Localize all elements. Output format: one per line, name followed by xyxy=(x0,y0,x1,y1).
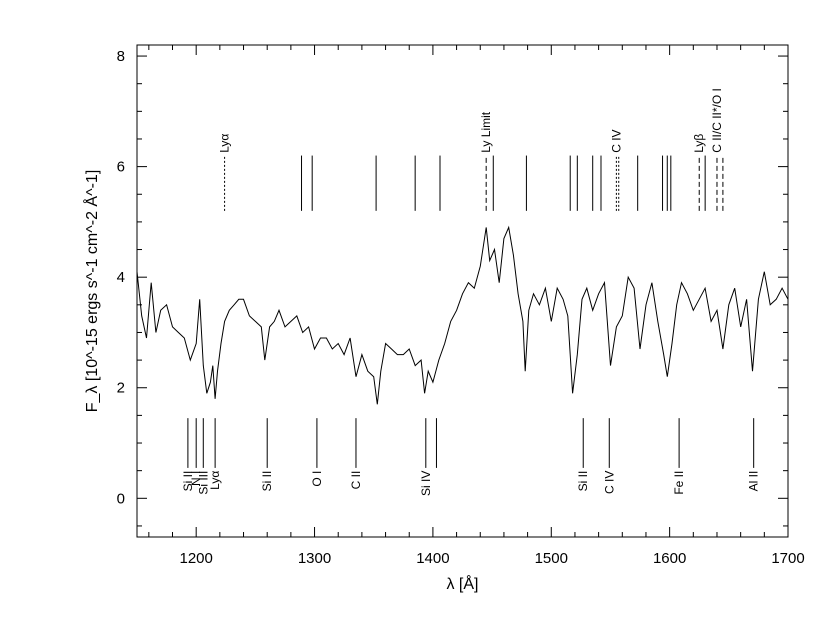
bottom-marker-label: N I xyxy=(189,471,203,486)
spectrum-line xyxy=(136,225,789,405)
top-marker-label: C II/C II*/O I xyxy=(710,88,724,153)
bottom-marker-label: Si II xyxy=(260,471,274,492)
bottom-marker-label: C II xyxy=(349,471,363,490)
x-tick-label: 1400 xyxy=(416,550,449,567)
y-tick-label: 8 xyxy=(117,48,125,65)
x-axis-label: λ [Å] xyxy=(446,574,478,593)
bottom-marker-label: Si III xyxy=(196,471,210,495)
bottom-marker-label: Fe II xyxy=(672,471,686,495)
x-tick-label: 1600 xyxy=(653,550,686,567)
plot-frame xyxy=(136,44,789,538)
bottom-marker-label: Si II xyxy=(576,471,590,492)
x-tick-label: 1500 xyxy=(535,550,568,567)
top-marker-label: Lyα xyxy=(218,134,232,153)
top-marker-label: C IV xyxy=(609,129,623,152)
top-marker-label: Lyβ xyxy=(692,134,706,153)
line-annotations: Lyα Ly Limit C IV Lyβ C II/C II*/O ISi II Si … xyxy=(181,88,761,496)
top-marker-label: Ly Limit xyxy=(479,111,493,153)
bottom-marker-label: Si II xyxy=(181,471,195,492)
axis-ticks: 1200 1300 1400 1500 1600 1700 0 2 4 6 8 xyxy=(117,45,805,567)
x-tick-label: 1300 xyxy=(298,550,331,567)
y-tick-label: 2 xyxy=(117,380,125,397)
y-axis-label: F_λ [10^-15 ergs s^-1 cm^-2 Å^-1] xyxy=(82,170,101,413)
x-tick-label: 1200 xyxy=(179,550,212,567)
y-tick-label: 4 xyxy=(117,269,125,286)
bottom-marker-label: Lyα xyxy=(208,471,222,490)
y-tick-label: 6 xyxy=(117,159,125,176)
y-axis-label-group: F_λ [10^-15 ergs s^-1 cm^-2 Å^-1] xyxy=(82,170,101,413)
bottom-marker-label: Si IV xyxy=(419,471,433,496)
bottom-marker-label: Al II xyxy=(747,471,761,492)
y-tick-label: 0 xyxy=(117,490,125,507)
bottom-marker-label: C IV xyxy=(602,471,616,494)
x-tick-label: 1700 xyxy=(771,550,804,567)
bottom-marker-label: O I xyxy=(310,471,324,487)
